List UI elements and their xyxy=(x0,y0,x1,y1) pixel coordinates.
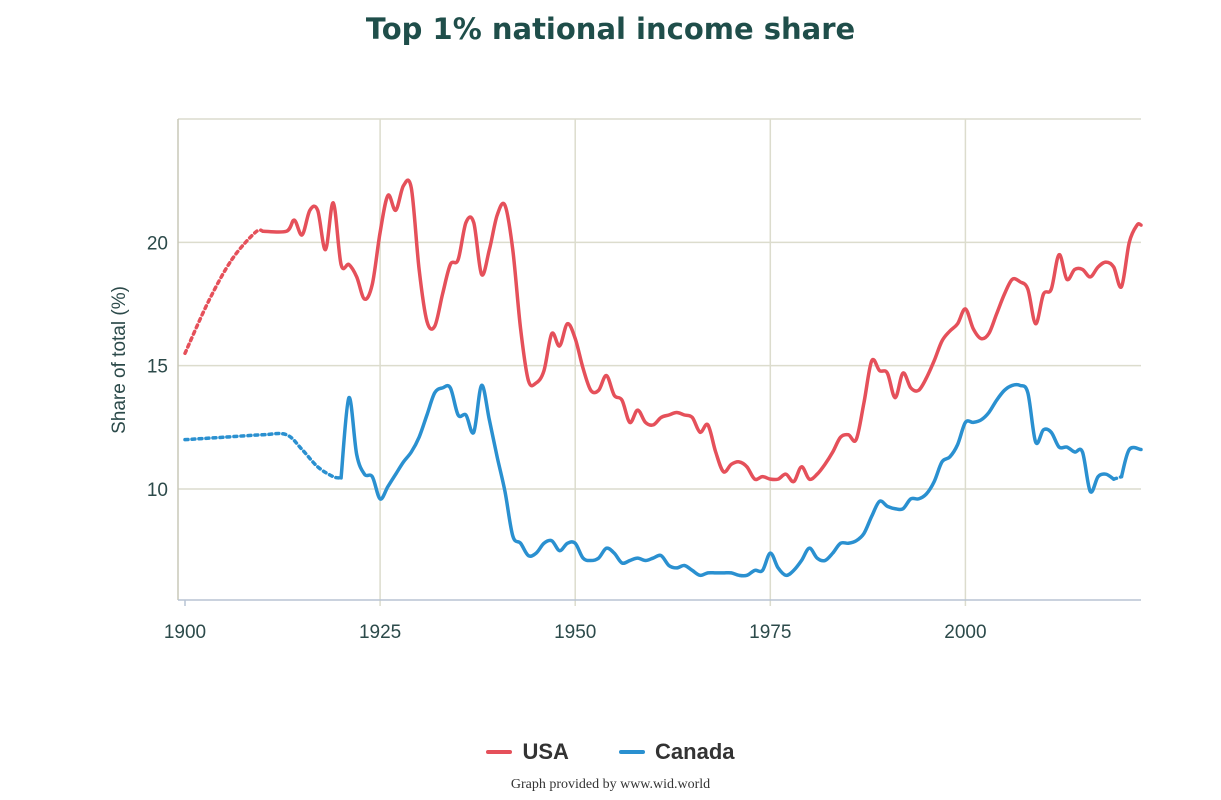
tick-labels: 10 15 20 1900 1925 1950 1975 2000 xyxy=(147,233,987,643)
legend-swatch-canada xyxy=(619,750,646,754)
series-usa-interpolated-line xyxy=(183,228,265,356)
series-canada-end-line xyxy=(1119,445,1143,479)
legend-label-canada: Canada xyxy=(655,739,735,764)
grid-lines xyxy=(178,118,1141,606)
legend-swatch-usa xyxy=(486,750,513,754)
series-layer xyxy=(183,178,1143,578)
x-tick-label: 1975 xyxy=(749,622,791,643)
legend-label-usa: USA xyxy=(522,739,569,764)
x-tick-label: 1900 xyxy=(164,622,206,643)
legend-item-canada[interactable]: Canada xyxy=(619,739,735,765)
legend: USA Canada xyxy=(0,734,1221,765)
series-canada xyxy=(183,382,1143,578)
x-tick-label: 2000 xyxy=(944,622,986,643)
chart-title: Top 1% national income share xyxy=(365,12,856,46)
series-usa xyxy=(183,178,1143,484)
series-canada-line[interactable] xyxy=(339,382,1116,578)
axes xyxy=(177,119,1141,606)
series-canada-interpolated-line xyxy=(183,431,343,480)
x-tick-label: 1925 xyxy=(359,622,401,643)
y-tick-label: 20 xyxy=(147,233,168,254)
y-tick-label: 10 xyxy=(147,480,168,501)
x-tick-label: 1950 xyxy=(554,622,596,643)
y-axis-label: Share of total (%) xyxy=(109,286,130,434)
credit-text: Graph provided by www.wid.world xyxy=(510,777,711,792)
legend-item-usa[interactable]: USA xyxy=(486,739,569,765)
series-usa-line[interactable] xyxy=(261,178,1143,484)
y-tick-label: 15 xyxy=(147,357,168,378)
